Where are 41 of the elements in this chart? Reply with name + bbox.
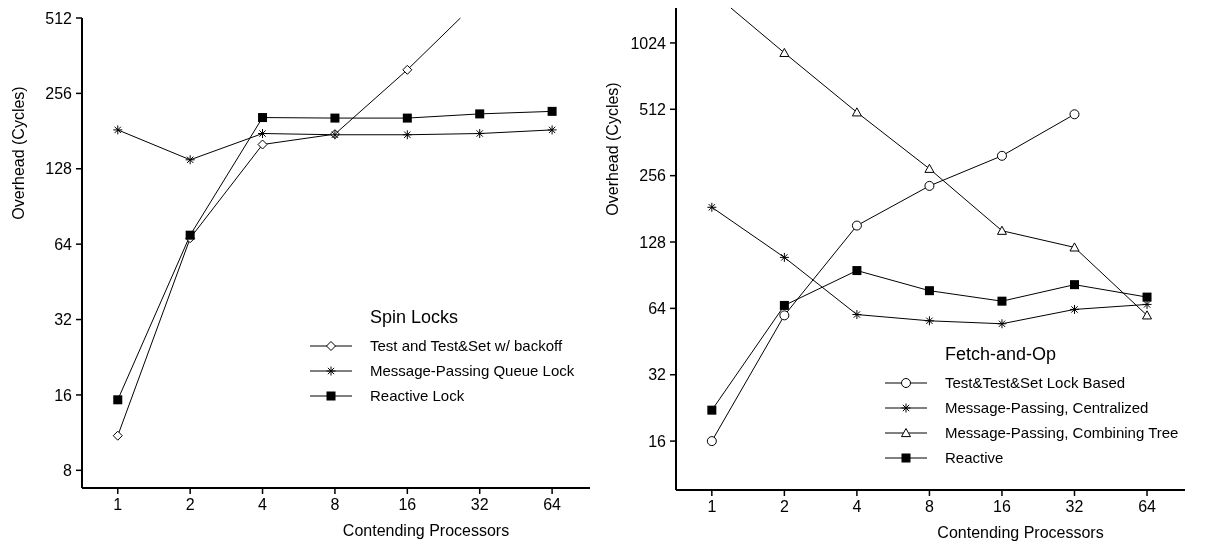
y-tick-label: 512 <box>45 9 73 27</box>
y-axis-title: Overhead (Cycles) <box>10 86 27 220</box>
y-tick-label: 16 <box>648 432 667 450</box>
x-tick-label: 1 <box>113 496 123 513</box>
x-tick-label: 8 <box>924 498 934 515</box>
y-tick-label: 128 <box>45 160 73 178</box>
legend-label: Message-Passing, Combining Tree <box>945 424 1179 441</box>
x-axis-title: Contending Processors <box>342 522 510 539</box>
legend-label: Reactive <box>945 449 1004 466</box>
x-tick-label: 1 <box>707 498 717 515</box>
y-tick-label: 256 <box>45 84 73 102</box>
legend-label: Reactive Lock <box>370 387 465 404</box>
legend-label: Test and Test&Set w/ backoff <box>370 337 563 354</box>
y-tick-label: 32 <box>54 311 73 329</box>
x-tick-label: 4 <box>258 496 268 513</box>
x-tick-label: 2 <box>185 496 195 513</box>
y-tick-label: 1024 <box>630 34 667 52</box>
x-tick-label: 32 <box>1065 498 1084 515</box>
x-tick-label: 2 <box>779 498 789 515</box>
x-tick-label: 8 <box>330 496 340 513</box>
legend-label: Test&Test&Set Lock Based <box>945 374 1126 391</box>
y-axis-title: Overhead (Cycles) <box>604 82 621 216</box>
y-tick-label: 256 <box>639 167 667 185</box>
legend-label: Message-Passing Queue Lock <box>370 362 575 379</box>
x-tick-label: 64 <box>543 496 562 513</box>
x-tick-label: 16 <box>993 498 1011 515</box>
y-tick-label: 64 <box>54 235 73 253</box>
legend-title: Fetch-and-Op <box>945 344 1057 364</box>
legend-label: Message-Passing, Centralized <box>945 399 1149 416</box>
y-tick-label: 64 <box>648 299 667 317</box>
y-tick-label: 512 <box>639 100 667 118</box>
y-tick-label: 16 <box>54 386 73 404</box>
y-tick-label: 32 <box>648 366 667 384</box>
x-axis-title: Contending Processors <box>937 524 1104 541</box>
legend-title: Spin Locks <box>370 307 459 327</box>
x-tick-label: 32 <box>470 496 489 513</box>
x-tick-label: 16 <box>398 496 417 513</box>
x-tick-label: 4 <box>852 498 862 515</box>
y-tick-label: 128 <box>639 233 667 251</box>
y-tick-label: 8 <box>63 461 73 479</box>
x-tick-label: 64 <box>1138 498 1157 515</box>
